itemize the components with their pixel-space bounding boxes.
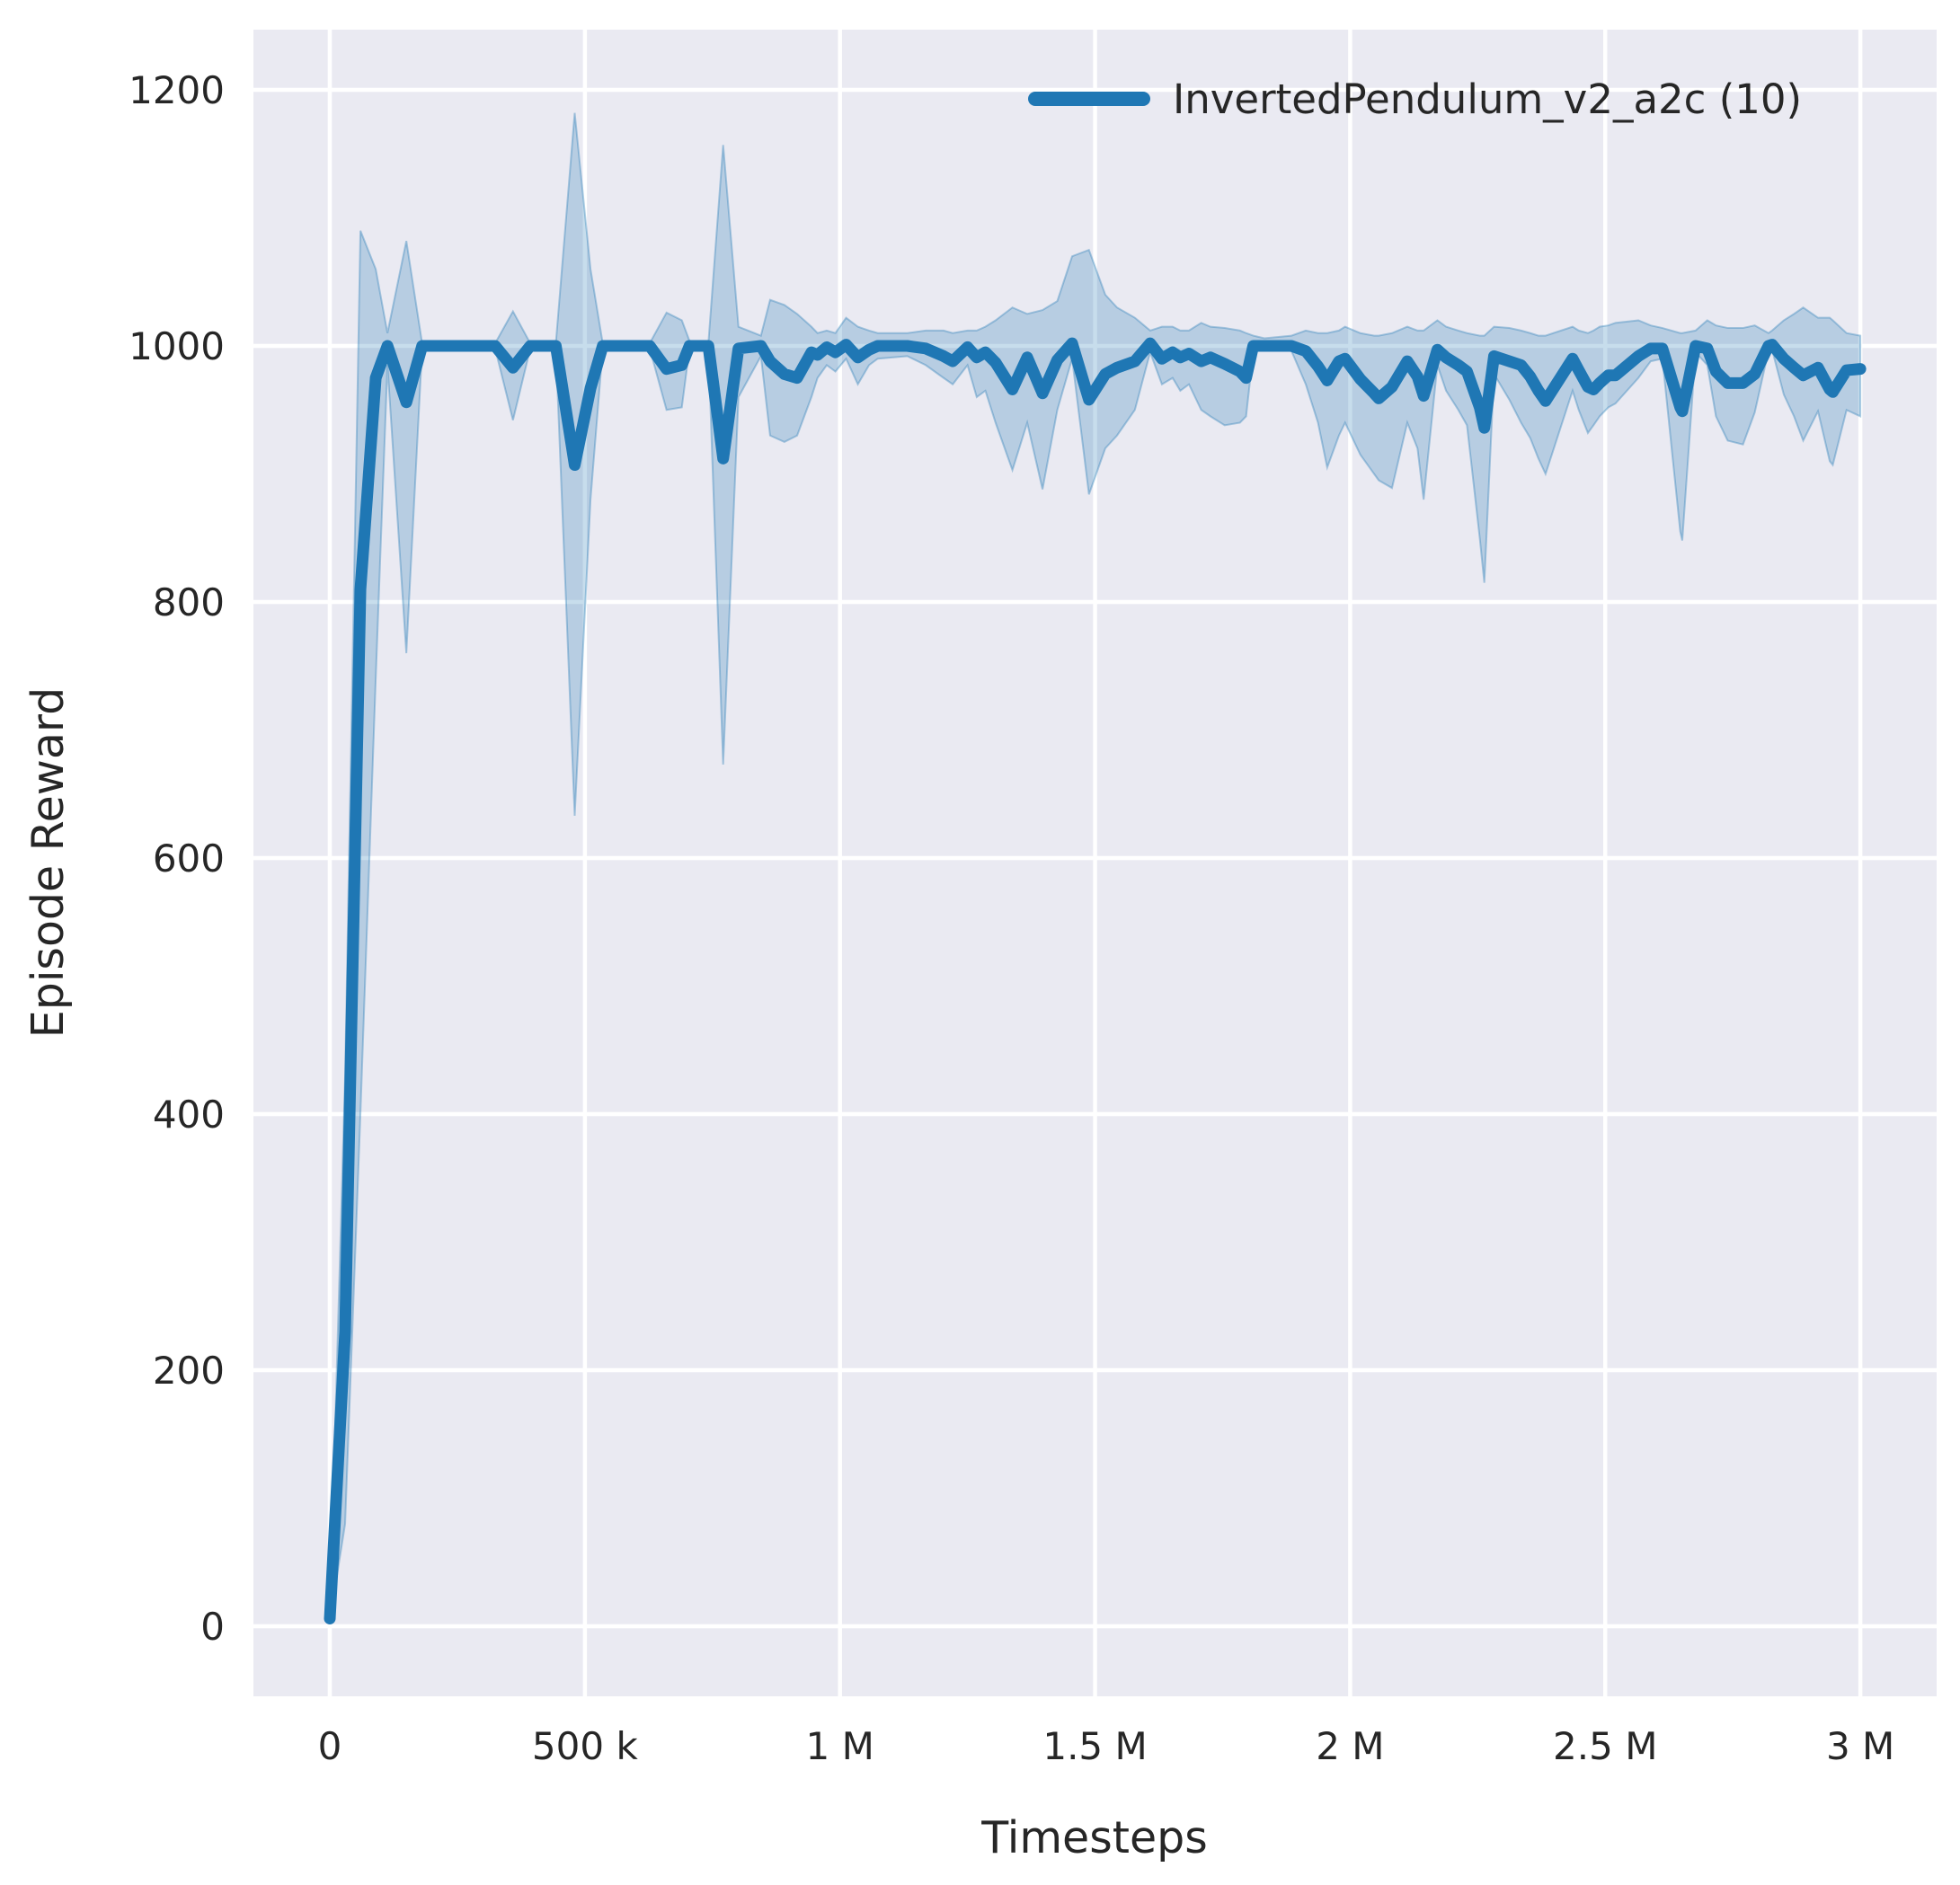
x-axis-title: Timesteps (980, 1812, 1207, 1863)
confidence-band (329, 112, 1862, 1622)
y-tick-label: 1200 (129, 68, 225, 112)
x-tick-label: 2 M (1316, 1724, 1384, 1768)
y-tick-label: 1000 (129, 324, 225, 368)
x-tick-label: 0 (318, 1724, 342, 1768)
y-tick-label: 400 (153, 1093, 225, 1137)
x-tick-label: 500 k (532, 1724, 639, 1768)
mean-line (324, 337, 1867, 1624)
x-tick-labels: 0 500 k 1 M 1.5 M 2 M 2.5 M 3 M (318, 1724, 1895, 1768)
x-tick-label: 2.5 M (1553, 1724, 1657, 1768)
legend-entry-label: InvertedPendulum_v2_a2c (10) (1173, 75, 1802, 123)
y-tick-label: 0 (200, 1605, 225, 1649)
x-tick-label: 1.5 M (1042, 1724, 1147, 1768)
y-tick-labels: 0 200 400 600 800 1000 1200 (129, 68, 225, 1649)
y-tick-label: 200 (153, 1349, 225, 1393)
grid-layer (253, 30, 1937, 1696)
y-tick-label: 800 (153, 580, 225, 624)
x-tick-label: 3 M (1826, 1724, 1894, 1768)
legend: InvertedPendulum_v2_a2c (10) (1028, 75, 1802, 123)
y-tick-label: 600 (153, 836, 225, 881)
x-tick-label: 1 M (806, 1724, 874, 1768)
y-axis-title: Episode Reward (22, 687, 74, 1039)
